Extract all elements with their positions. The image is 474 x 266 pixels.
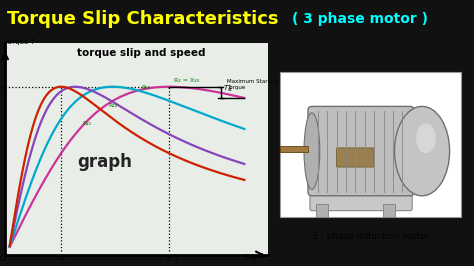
Text: $T_{max}$: $T_{max}$ (0, 82, 6, 92)
Text: torque slip and speed: torque slip and speed (77, 48, 206, 58)
FancyBboxPatch shape (310, 185, 412, 211)
FancyBboxPatch shape (337, 148, 374, 167)
Text: Slip S: Slip S (244, 254, 263, 260)
Text: $T_{st}$: $T_{st}$ (223, 84, 234, 94)
Text: R₂₂: R₂₂ (108, 103, 118, 108)
Text: 3 - phase induction motor: 3 - phase induction motor (312, 232, 429, 241)
Text: $s_M$: $s_M$ (56, 255, 66, 264)
Ellipse shape (394, 106, 449, 196)
Text: R₂₃: R₂₃ (141, 85, 150, 90)
Text: ( 3 phase motor ): ( 3 phase motor ) (292, 11, 428, 26)
Ellipse shape (416, 123, 436, 153)
Bar (383, 204, 394, 217)
Text: Maximum Starting
Torque: Maximum Starting Torque (227, 79, 278, 90)
Ellipse shape (304, 113, 320, 189)
Text: R₂₁: R₂₁ (82, 121, 91, 126)
Bar (316, 204, 328, 217)
Text: s = 1: s = 1 (160, 255, 178, 261)
Text: Torque Slip Characteristics: Torque Slip Characteristics (7, 10, 279, 27)
Text: R₂ = X₂₀: R₂ = X₂₀ (174, 78, 199, 83)
Text: O: O (0, 254, 6, 263)
Text: graph: graph (77, 153, 132, 171)
FancyBboxPatch shape (308, 106, 414, 196)
Bar (281, 146, 308, 152)
Text: Torque T: Torque T (5, 39, 35, 45)
FancyBboxPatch shape (281, 72, 461, 217)
